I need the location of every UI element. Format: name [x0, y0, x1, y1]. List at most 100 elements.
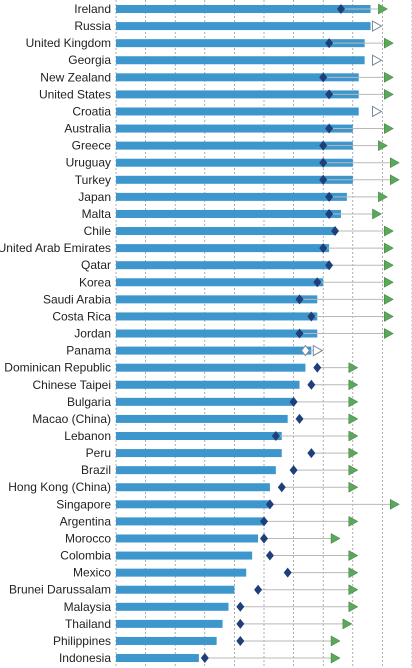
category-label: Jordan — [74, 327, 111, 341]
bar — [116, 602, 229, 611]
bar — [116, 466, 276, 475]
bar — [116, 449, 282, 458]
bar — [116, 329, 318, 338]
diamond-marker — [319, 243, 328, 254]
bar — [116, 39, 365, 48]
category-label: Dominican Republic — [4, 361, 111, 375]
bar — [116, 432, 282, 440]
triangle-marker — [378, 191, 388, 203]
bar — [116, 158, 353, 167]
bar — [116, 619, 223, 628]
triangle-marker — [384, 328, 394, 339]
category-label: Japan — [78, 190, 111, 204]
bar — [116, 227, 336, 236]
triangle-marker — [348, 396, 359, 408]
bar — [116, 380, 300, 389]
diamond-marker — [307, 379, 316, 390]
category-label: Macao (China) — [32, 412, 111, 426]
category-label: Chile — [84, 224, 112, 238]
triangle-marker — [384, 259, 394, 271]
triangle-marker — [378, 140, 388, 152]
category-label: Malta — [82, 207, 112, 221]
triangle-marker — [348, 601, 359, 613]
triangle-marker — [372, 208, 382, 220]
category-label: United Arab Emirates — [0, 241, 111, 255]
markers — [200, 3, 400, 664]
category-label: Malaysia — [64, 600, 112, 614]
category-label: Qatar — [81, 258, 111, 272]
triangle-marker — [384, 311, 394, 322]
triangle-marker — [389, 174, 400, 186]
bar — [116, 551, 253, 560]
diamond-marker — [260, 516, 268, 527]
bar — [116, 363, 306, 372]
diamond-marker — [254, 584, 263, 595]
bar — [116, 5, 371, 13]
triangle-marker — [348, 379, 359, 391]
bar — [116, 483, 270, 492]
diamond-marker — [277, 482, 286, 493]
category-label: Croatia — [72, 104, 111, 118]
diamond-marker — [236, 601, 245, 612]
triangle-marker — [348, 430, 359, 442]
triangle-marker — [384, 71, 394, 83]
triangle-marker — [384, 225, 394, 237]
bar — [116, 192, 347, 201]
bar — [116, 295, 318, 304]
triangle-marker — [348, 550, 359, 561]
bar — [116, 209, 341, 218]
diamond-marker — [260, 533, 268, 544]
bar — [116, 414, 288, 423]
category-label: Brazil — [81, 463, 111, 477]
triangle-marker — [384, 88, 394, 100]
bar — [116, 73, 359, 82]
bar — [116, 312, 318, 321]
diamond-marker — [200, 653, 209, 664]
bar — [116, 534, 259, 543]
category-label: Peru — [86, 446, 111, 460]
triangle-marker — [348, 362, 359, 374]
open-diamond-marker — [300, 344, 311, 357]
bar — [116, 141, 353, 150]
diamond-marker — [319, 72, 328, 83]
diamond-marker — [289, 396, 298, 407]
category-label: New Zealand — [40, 70, 111, 84]
diamond-marker — [325, 89, 334, 100]
diamond-marker — [236, 635, 245, 646]
category-label: Singapore — [56, 497, 111, 511]
bar — [116, 278, 324, 287]
triangle-marker — [384, 293, 394, 305]
bar — [116, 244, 330, 253]
category-label: Saudi Arabia — [43, 292, 111, 306]
diamond-marker — [295, 294, 304, 305]
category-label: Thailand — [65, 617, 111, 631]
diamond-marker — [283, 567, 292, 578]
open-triangle-marker — [371, 105, 383, 118]
bar — [116, 22, 371, 31]
category-label: Colombia — [60, 549, 111, 563]
triangle-marker — [348, 481, 359, 493]
triangle-marker — [348, 567, 359, 579]
category-label: Turkey — [75, 173, 111, 187]
bar — [116, 124, 353, 133]
category-label: Ireland — [74, 2, 111, 16]
triangle-marker — [389, 157, 400, 169]
triangle-marker — [348, 464, 359, 476]
triangle-marker — [348, 447, 359, 459]
diamond-marker — [289, 465, 298, 476]
bar — [116, 500, 270, 509]
diamond-marker — [265, 499, 274, 510]
triangle-marker — [384, 37, 394, 49]
diamond-marker — [325, 260, 334, 271]
bar — [116, 517, 264, 526]
category-label: Indonesia — [59, 651, 111, 665]
bar — [116, 107, 359, 116]
category-label: Bulgaria — [67, 395, 111, 409]
triangle-marker — [384, 276, 394, 288]
diamond-marker — [325, 123, 334, 134]
category-label: Panama — [66, 344, 111, 358]
bar — [116, 346, 312, 355]
bar — [116, 90, 359, 99]
category-label: Costa Rica — [52, 309, 111, 323]
